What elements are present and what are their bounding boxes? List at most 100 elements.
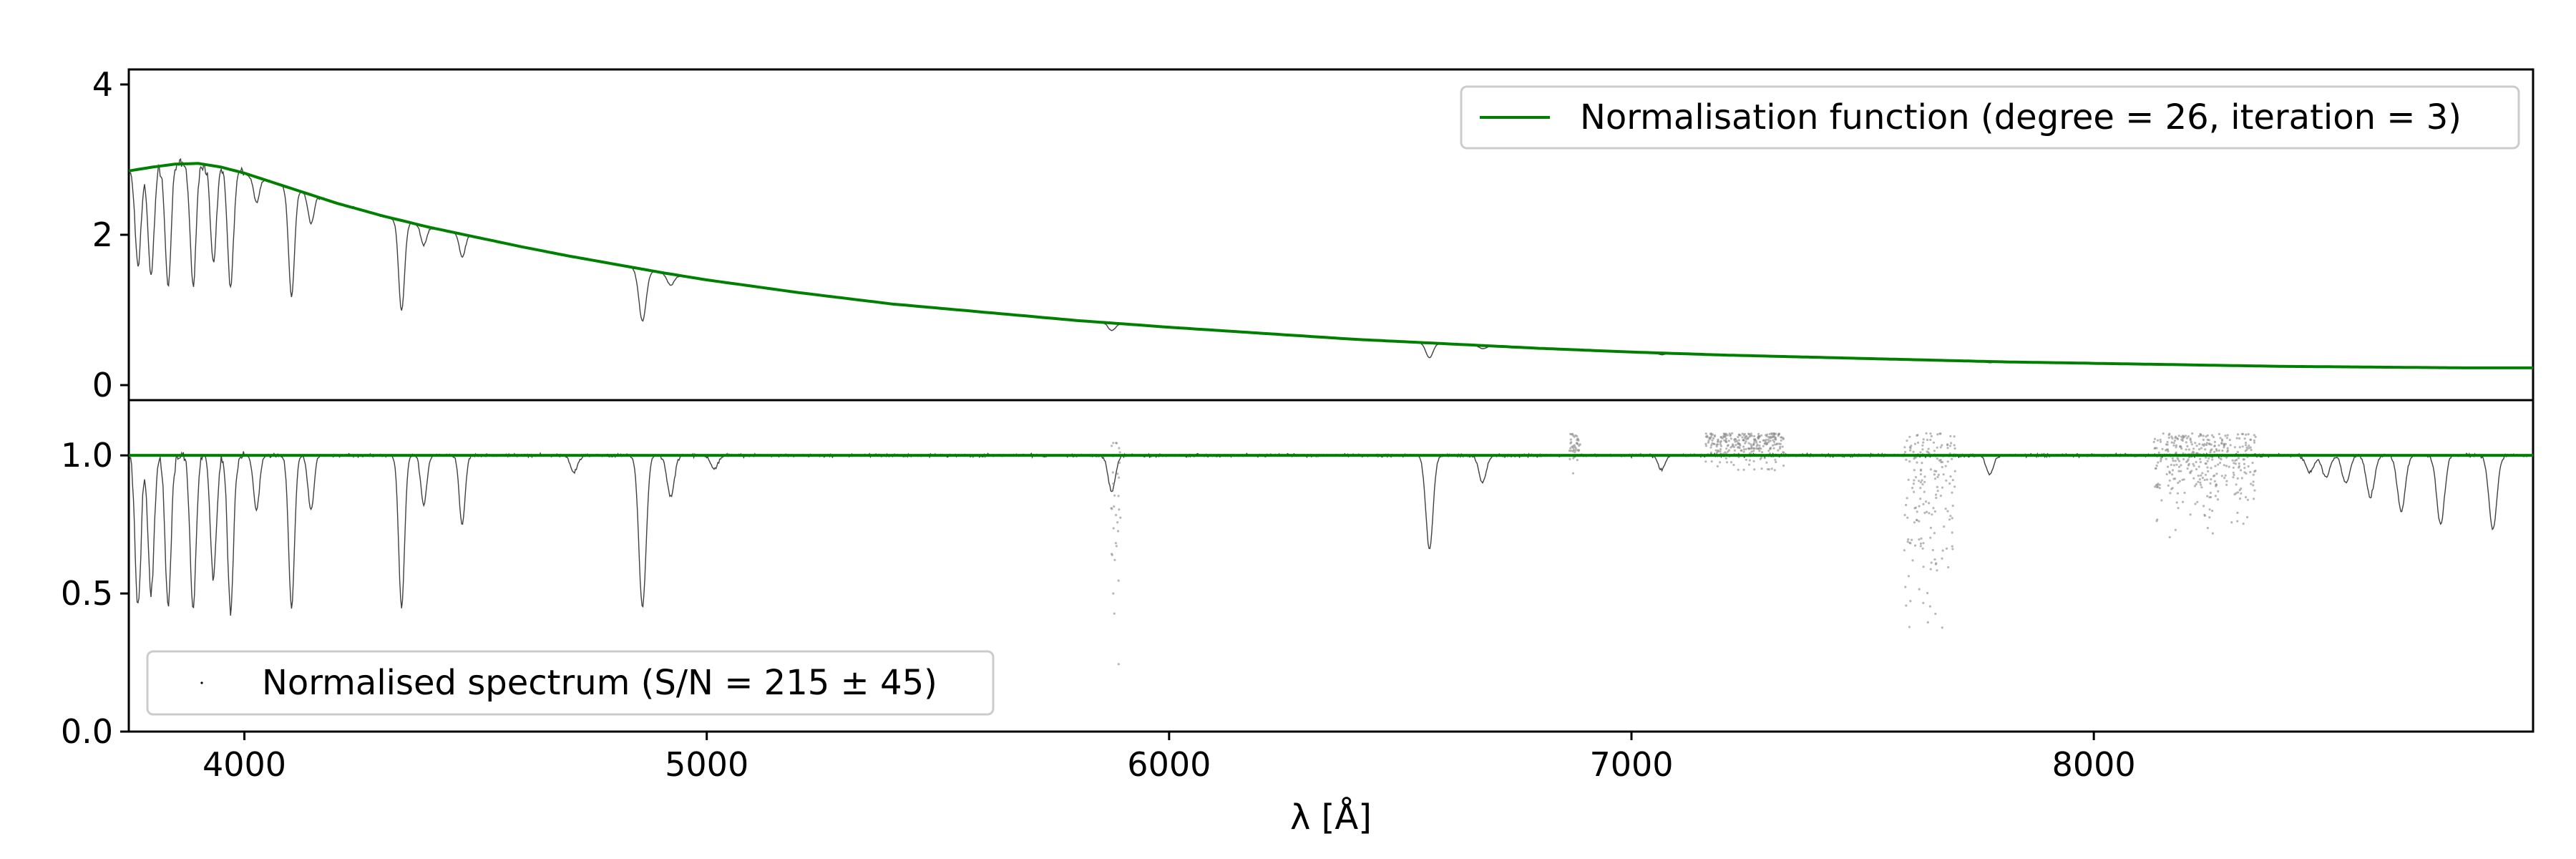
telluric-point: [1763, 457, 1766, 460]
telluric-point: [1729, 461, 1733, 464]
telluric-point: [1949, 435, 1952, 437]
telluric-point: [1116, 521, 1119, 524]
telluric-point: [1926, 510, 1928, 513]
top-y-tick-label: 2: [92, 215, 113, 254]
telluric-point: [1941, 465, 1943, 469]
telluric-point: [2245, 444, 2248, 447]
telluric-point: [2200, 486, 2203, 489]
telluric-point: [2170, 441, 2173, 444]
telluric-point: [1916, 461, 1918, 464]
telluric-point: [2213, 480, 2216, 482]
telluric-point: [1568, 450, 1571, 452]
telluric-point: [2252, 473, 2255, 476]
telluric-point: [2153, 447, 2156, 450]
telluric-point: [1904, 450, 1907, 454]
telluric-point: [1709, 446, 1712, 449]
telluric-point: [1760, 467, 1763, 470]
telluric-point: [1921, 479, 1923, 482]
telluric-point: [1118, 461, 1121, 465]
telluric-point: [1576, 442, 1579, 445]
telluric-point: [2197, 480, 2200, 483]
telluric-point: [1758, 444, 1761, 447]
telluric-point: [1571, 432, 1574, 435]
telluric-point: [1570, 450, 1573, 452]
telluric-point: [2230, 521, 2233, 524]
telluric-point: [2238, 489, 2241, 492]
telluric-point: [2168, 432, 2171, 435]
telluric-point: [1725, 461, 1729, 464]
telluric-point: [2175, 501, 2178, 504]
telluric-point: [1935, 493, 1938, 496]
telluric-point: [1747, 437, 1750, 440]
telluric-point: [1113, 558, 1116, 561]
telluric-point: [1750, 450, 1753, 453]
telluric-point: [2229, 444, 2232, 447]
telluric-point: [2250, 449, 2253, 452]
telluric-point: [2253, 434, 2255, 437]
telluric-point: [2225, 437, 2228, 440]
telluric-point: [2185, 460, 2188, 464]
telluric-point: [1732, 443, 1735, 446]
telluric-point: [2228, 438, 2231, 442]
telluric-point: [1951, 491, 1953, 494]
telluric-point: [2225, 483, 2228, 486]
telluric-point: [1111, 471, 1114, 474]
telluric-point: [2200, 483, 2202, 486]
telluric-point: [1742, 445, 1745, 448]
telluric-point: [1779, 442, 1782, 445]
telluric-point: [1728, 432, 1731, 435]
telluric-point: [2252, 480, 2255, 483]
telluric-point: [2185, 441, 2187, 444]
telluric-point: [2213, 450, 2216, 453]
telluric-point: [1939, 446, 1942, 449]
telluric-point: [2252, 484, 2255, 487]
telluric-point: [1918, 480, 1921, 482]
telluric-point: [1780, 439, 1782, 442]
telluric-point: [2217, 490, 2220, 493]
telluric-point: [1748, 463, 1751, 466]
telluric-point: [2215, 450, 2218, 452]
telluric-point: [2245, 433, 2248, 436]
telluric-point: [2215, 483, 2218, 486]
telluric-point: [1922, 438, 1925, 441]
telluric-point: [1922, 441, 1925, 444]
telluric-point: [1768, 432, 1771, 435]
telluric-point: [2213, 440, 2216, 444]
telluric-point: [1951, 531, 1953, 534]
telluric-point: [1919, 487, 1922, 490]
telluric-point: [1773, 469, 1776, 472]
telluric-point: [1750, 443, 1752, 446]
telluric-point: [1946, 443, 1949, 446]
telluric-point: [1912, 450, 1915, 453]
telluric-point: [2249, 470, 2252, 474]
telluric-point: [2211, 532, 2214, 535]
telluric-point: [1781, 445, 1784, 448]
telluric-point: [2202, 435, 2205, 437]
telluric-point: [1114, 542, 1117, 545]
telluric-point: [1933, 532, 1936, 535]
telluric-point: [1118, 447, 1121, 450]
telluric-point: [2242, 523, 2245, 525]
telluric-point: [1707, 441, 1709, 444]
telluric-point: [2168, 479, 2171, 482]
telluric-point: [2155, 464, 2158, 467]
normalisation-function-line: [128, 162, 2533, 369]
telluric-point: [2234, 462, 2237, 465]
telluric-point: [2170, 435, 2173, 438]
telluric-point: [2225, 480, 2228, 482]
telluric-point: [1936, 457, 1938, 460]
telluric-point: [1906, 516, 1909, 519]
telluric-point: [2253, 489, 2256, 492]
telluric-point: [1772, 447, 1775, 450]
telluric-point: [1775, 460, 1777, 464]
telluric-point: [2225, 465, 2228, 467]
telluric-point: [2209, 482, 2212, 485]
telluric-point: [1951, 517, 1953, 520]
telluric-point: [1729, 437, 1732, 440]
telluric-point: [2176, 437, 2180, 441]
telluric-point: [2200, 447, 2202, 450]
telluric-point: [1710, 444, 1713, 447]
telluric-point: [1940, 460, 1943, 464]
telluric-point: [1719, 441, 1722, 444]
telluric-point: [2249, 438, 2253, 441]
